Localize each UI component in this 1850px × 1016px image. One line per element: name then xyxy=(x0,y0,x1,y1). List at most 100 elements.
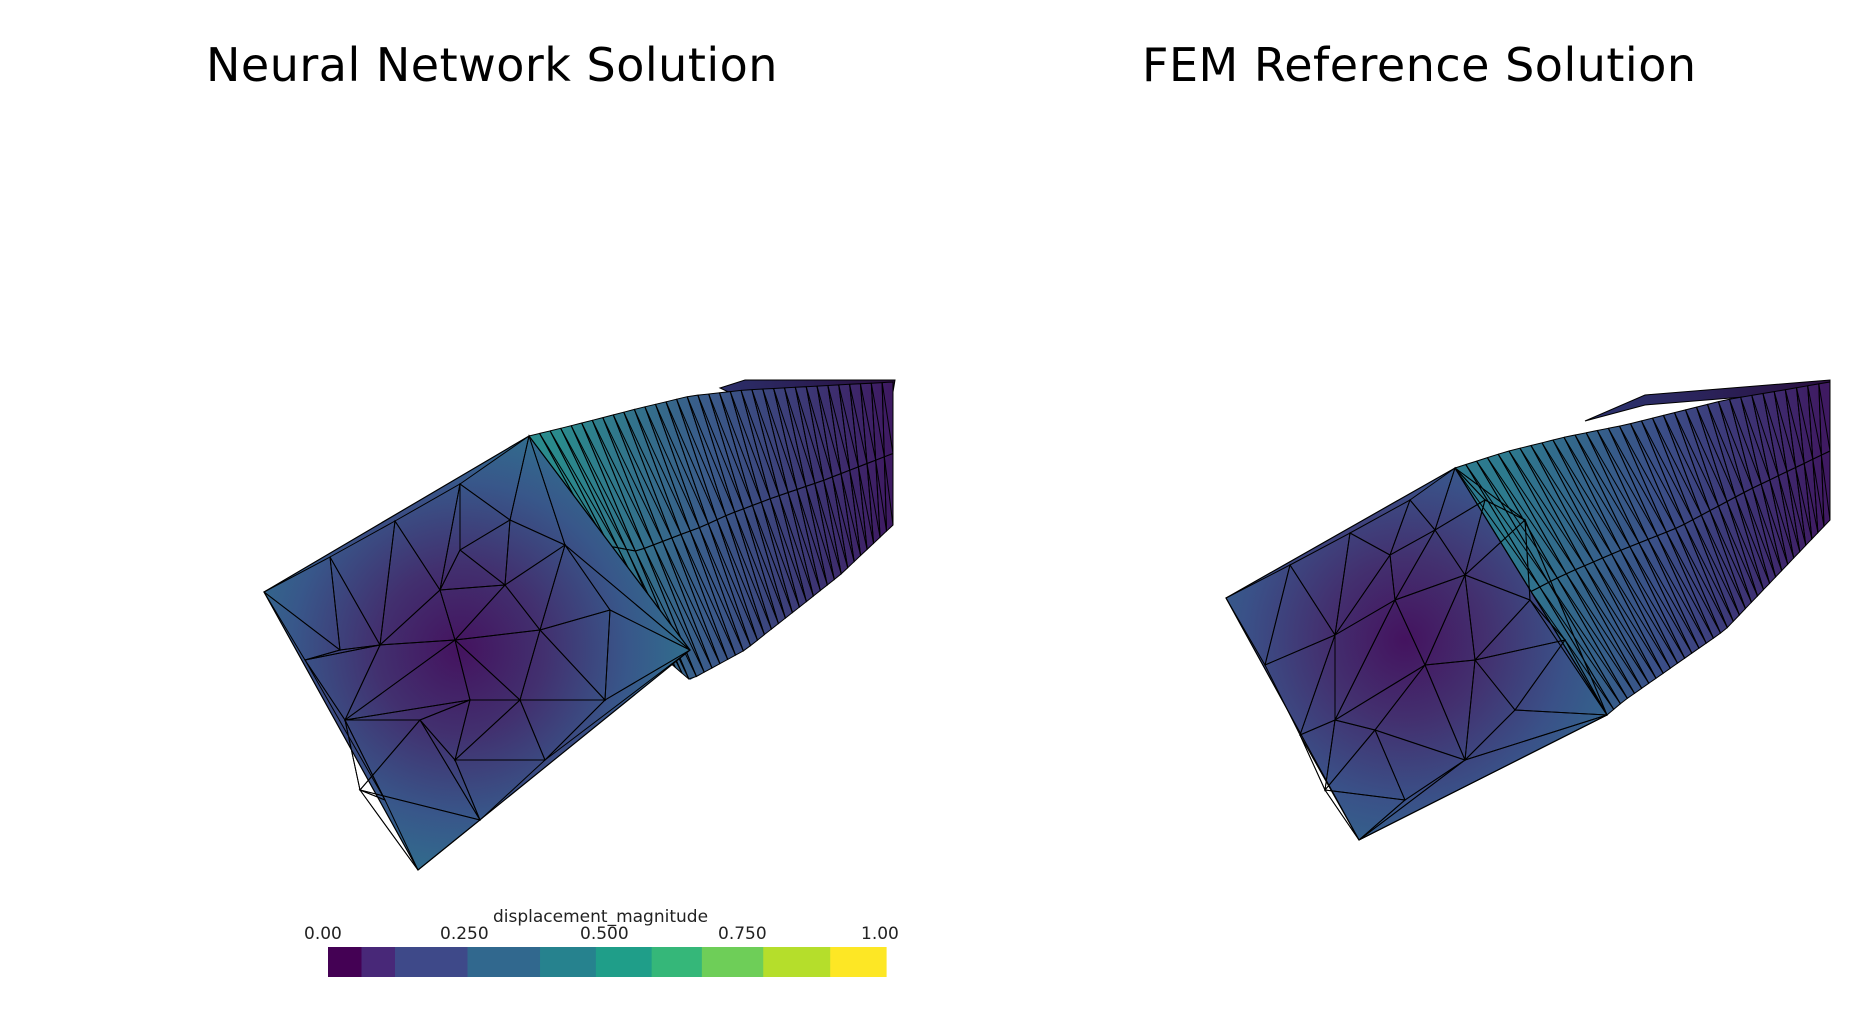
side-diagonal xyxy=(840,473,862,556)
side-diagonal xyxy=(1602,557,1671,669)
side-diagonal xyxy=(698,527,751,646)
side-diagonal xyxy=(814,483,842,575)
side-diagonal xyxy=(784,387,816,484)
side-diagonal xyxy=(1685,409,1728,502)
side-diagonal xyxy=(1611,553,1678,664)
side-diagonal xyxy=(794,387,825,481)
side-diagonal xyxy=(634,550,697,677)
side-diagonal xyxy=(662,541,721,664)
front-triangle xyxy=(544,649,691,761)
side-diagonal xyxy=(883,456,894,526)
side-diagonal xyxy=(1709,510,1752,603)
side-diagonal xyxy=(665,401,718,520)
side-diagonal xyxy=(1638,542,1700,649)
side-diagonal xyxy=(1777,475,1801,552)
side-diagonal xyxy=(881,382,894,454)
side-diagonal xyxy=(644,406,700,528)
side-diagonal xyxy=(719,392,762,503)
colorbar-tick-2: 0.500 xyxy=(580,924,629,944)
side-diagonal xyxy=(1786,471,1807,546)
side-diagonal xyxy=(1556,577,1635,694)
side-diagonal xyxy=(1735,496,1771,584)
side-diagonal xyxy=(1607,428,1667,533)
side-diagonal xyxy=(831,476,855,562)
side-diagonal xyxy=(1476,460,1558,579)
side-diagonal xyxy=(805,486,835,580)
side-diagonal xyxy=(751,389,789,493)
side-diagonal xyxy=(1796,387,1814,460)
side-diagonal xyxy=(773,388,807,487)
side-diagonal xyxy=(1574,434,1640,544)
side-diagonal xyxy=(1773,391,1797,468)
side-diagonal xyxy=(787,492,821,591)
side-diagonal xyxy=(1803,463,1819,533)
side-diagonal xyxy=(751,505,793,613)
side-diagonal xyxy=(1508,450,1585,567)
side-diagonal xyxy=(633,409,691,532)
front-triangle xyxy=(358,789,482,871)
side-diagonal xyxy=(849,384,868,464)
side-diagonal xyxy=(1497,453,1576,570)
side-diagonal xyxy=(716,519,765,635)
left-panel-title: Neural Network Solution xyxy=(206,38,778,92)
side-diagonal xyxy=(1539,586,1621,705)
side-diagonal xyxy=(827,385,851,471)
side-diagonal xyxy=(686,396,736,513)
front-triangle xyxy=(329,556,381,651)
side-diagonal xyxy=(1574,569,1650,684)
nn-mesh xyxy=(263,379,896,871)
side-diagonal xyxy=(643,548,705,673)
side-diagonal xyxy=(680,534,736,656)
side-diagonal xyxy=(1740,397,1771,481)
side-diagonal xyxy=(1641,420,1694,520)
side-diagonal xyxy=(740,390,780,496)
side-diagonal xyxy=(1565,573,1643,689)
right-panel-title: FEM Reference Solution xyxy=(1142,38,1697,92)
side-diagonal xyxy=(1620,549,1686,659)
colorbar-tick-4: 1.00 xyxy=(861,924,899,944)
mesh-side-face xyxy=(1454,381,1831,716)
side-diagonal xyxy=(549,430,619,549)
side-diagonal xyxy=(1530,445,1603,559)
side-diagonal xyxy=(857,466,875,544)
side-diagonal xyxy=(870,383,885,457)
front-triangle xyxy=(1299,734,1360,841)
side-diagonal xyxy=(1665,531,1721,634)
side-diagonal xyxy=(762,388,798,490)
fem-mesh-viewport[interactable] xyxy=(925,0,1850,1016)
side-diagonal xyxy=(1795,467,1813,540)
side-diagonal xyxy=(1486,457,1567,575)
side-diagonal xyxy=(1675,528,1728,628)
side-diagonal xyxy=(1454,467,1541,588)
fem-mesh xyxy=(1225,379,1831,841)
side-diagonal xyxy=(1465,464,1549,583)
side-diagonal xyxy=(849,470,868,550)
side-diagonal xyxy=(1541,442,1613,555)
side-diagonal xyxy=(560,428,628,550)
side-diagonal xyxy=(729,391,771,499)
side-diagonal xyxy=(697,394,745,509)
side-diagonal xyxy=(805,386,833,478)
side-diagonal xyxy=(655,404,709,524)
side-diagonal xyxy=(1700,514,1746,609)
side-diagonal xyxy=(875,460,888,532)
side-diagonal xyxy=(612,414,673,539)
side-diagonal xyxy=(1762,393,1788,472)
side-diagonal xyxy=(1718,505,1758,597)
side-diagonal xyxy=(734,511,779,624)
neural-network-mesh-viewport[interactable] xyxy=(0,0,925,1016)
side-diagonal xyxy=(676,399,727,516)
side-diagonal xyxy=(1583,565,1657,679)
side-diagonal xyxy=(1743,492,1777,578)
side-diagonal xyxy=(1696,406,1736,498)
side-diagonal xyxy=(623,411,682,535)
side-diagonal xyxy=(1769,479,1795,559)
side-diagonal xyxy=(1818,383,1831,452)
side-diagonal xyxy=(1563,437,1631,547)
side-diagonal xyxy=(859,383,877,461)
side-diagonal xyxy=(1784,389,1805,464)
colorbar-tick-1: 0.250 xyxy=(440,924,489,944)
side-diagonal xyxy=(778,495,814,597)
colorbar-title: displacement_magnitude xyxy=(493,907,709,927)
side-diagonal xyxy=(1760,483,1789,565)
